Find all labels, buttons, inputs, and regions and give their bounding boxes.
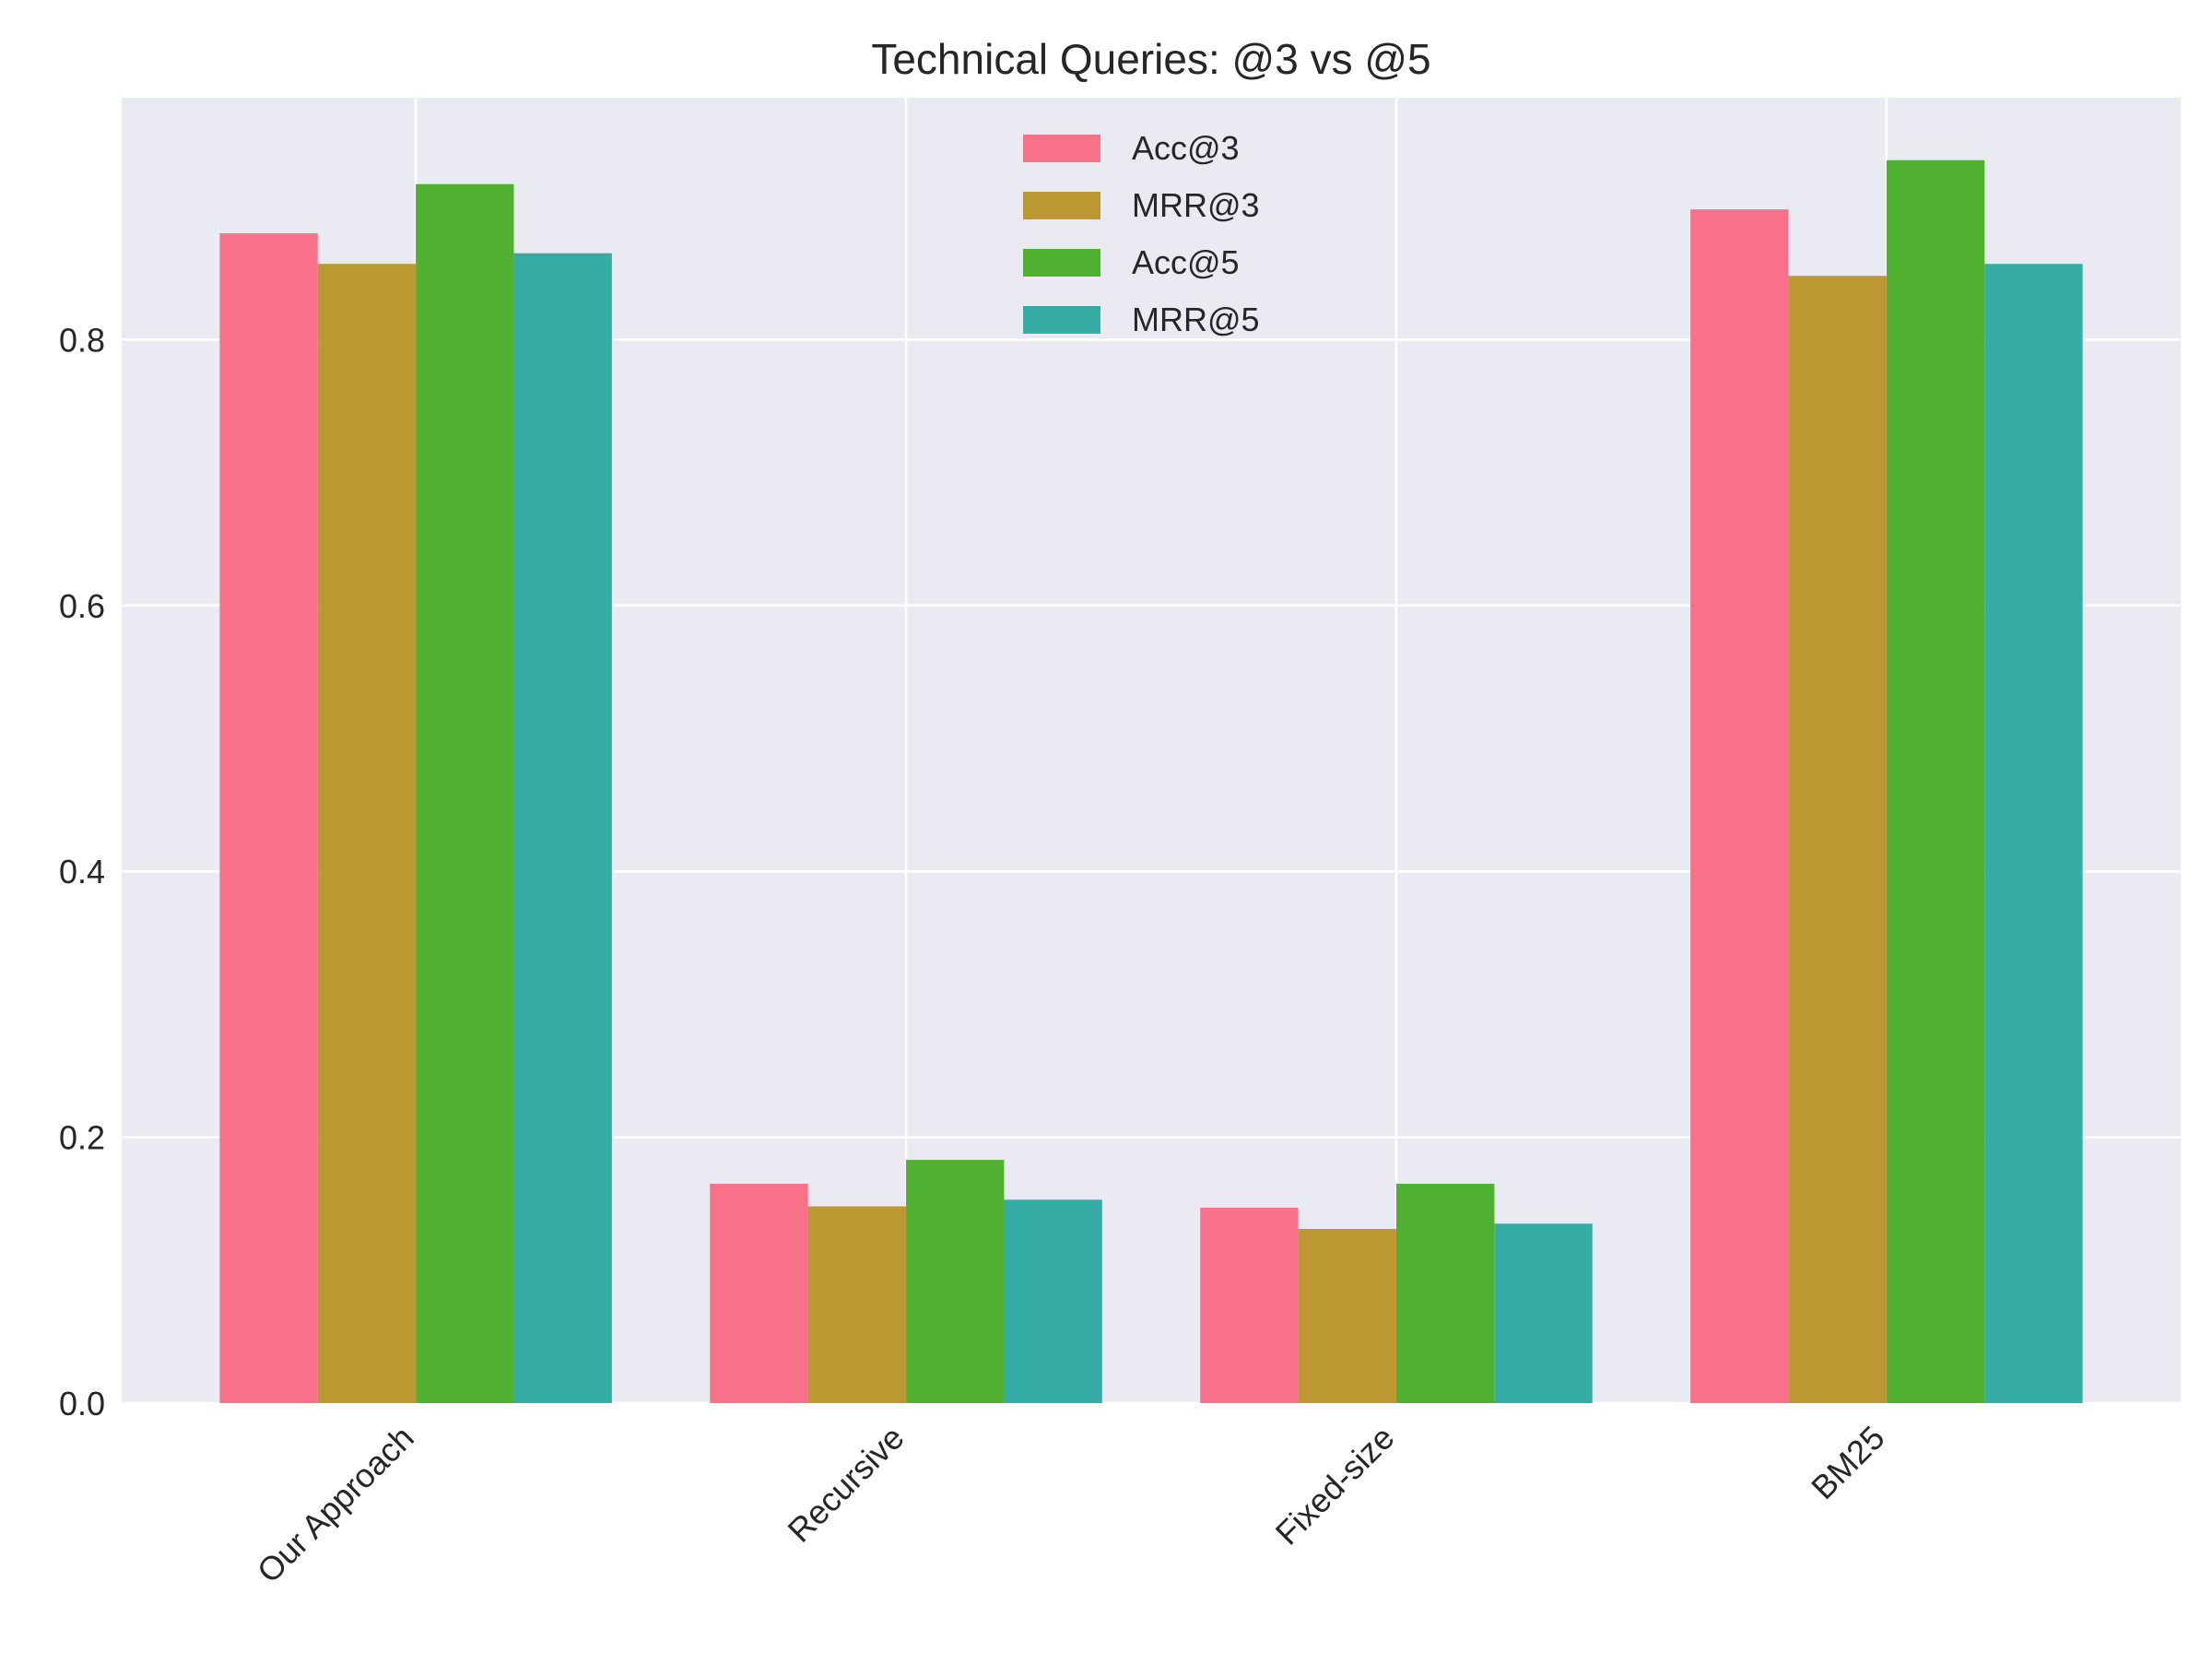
y-tick-label: 0.0: [59, 1385, 105, 1422]
bar: [513, 253, 612, 1404]
bar-series-acc-3: [219, 209, 1789, 1403]
bar: [1788, 276, 1887, 1404]
bar: [1494, 1223, 1593, 1403]
legend-label: MRR@3: [1132, 186, 1260, 224]
legend-label: Acc@3: [1132, 129, 1240, 167]
bar-series-mrr-3: [317, 264, 1887, 1404]
bar: [1886, 159, 1985, 1404]
bar: [710, 1184, 808, 1403]
bar: [219, 233, 318, 1403]
y-tick-label: 0.6: [59, 587, 105, 625]
bar: [416, 183, 514, 1404]
chart-title: Technical Queries: @3 vs @5: [871, 35, 1430, 83]
legend: Acc@3 MRR@3 Acc@5 MRR@5: [1023, 129, 1260, 338]
bar: [1004, 1199, 1102, 1403]
bar: [1200, 1208, 1299, 1403]
x-tick-label: BM25: [1804, 1419, 1891, 1506]
bar-series-mrr-5: [513, 253, 2083, 1404]
bar: [1984, 264, 2083, 1403]
bar: [317, 264, 417, 1403]
bar: [906, 1160, 1005, 1403]
bar: [1395, 1184, 1495, 1403]
y-tick-label: 0.4: [59, 853, 105, 891]
y-axis-ticks: 0.0 0.2 0.4 0.6 0.8: [59, 321, 105, 1422]
x-tick-label: Recursive: [781, 1419, 912, 1550]
legend-label: MRR@5: [1132, 301, 1260, 338]
bar: [807, 1206, 907, 1403]
x-tick-label: Our Approach: [250, 1419, 421, 1590]
bar: [1298, 1229, 1396, 1403]
bar-series-acc-5: [416, 159, 1985, 1404]
legend-label: Acc@5: [1132, 243, 1240, 281]
bar-series-group: [219, 159, 2083, 1404]
x-axis-ticks: Our Approach Recursive Fixed-size BM25: [250, 1419, 1892, 1590]
y-tick-label: 0.8: [59, 321, 105, 359]
legend-swatch: [1023, 306, 1100, 334]
legend-swatch: [1023, 135, 1100, 162]
legend-swatch: [1023, 192, 1100, 219]
bar: [1690, 209, 1789, 1403]
legend-swatch: [1023, 249, 1100, 277]
y-tick-label: 0.2: [59, 1119, 105, 1157]
x-tick-label: Fixed-size: [1268, 1419, 1402, 1552]
